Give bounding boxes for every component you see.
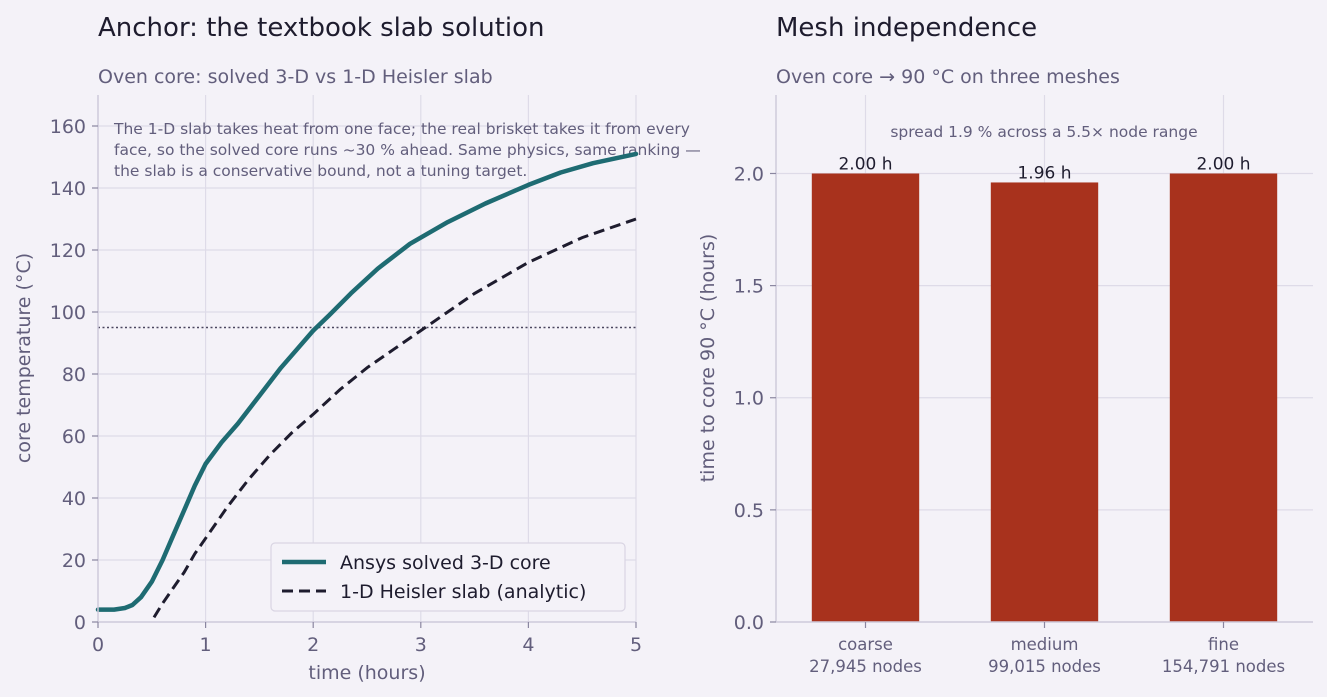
bar-chart-title: Mesh independence xyxy=(776,13,1037,43)
line-chart-title: Anchor: the textbook slab solution xyxy=(98,13,545,43)
line-chart-annotation: The 1-D slab takes heat from one face; t… xyxy=(113,120,701,180)
y-tick-label: 1.5 xyxy=(734,276,764,298)
y-tick-label: 20 xyxy=(62,550,86,572)
y-tick-label: 40 xyxy=(62,488,86,510)
series-line-heisler-1d xyxy=(152,217,637,619)
category-nodes-medium: 99,015 nodes xyxy=(988,657,1101,676)
y-tick-label: 160 xyxy=(50,116,86,138)
line-chart-x-label: time (hours) xyxy=(308,662,425,684)
data-label-fine: 2.00 h xyxy=(1196,154,1250,174)
legend-label-ansys-3d: Ansys solved 3-D core xyxy=(340,552,551,574)
y-tick-label: 60 xyxy=(62,426,86,448)
bar-chart-data-labels: 2.00 h 1.96 h 2.00 h xyxy=(838,154,1250,183)
annotation-line-2: face, so the solved core runs ~30 % ahea… xyxy=(114,141,701,159)
category-label-fine: fine xyxy=(1208,635,1239,654)
bar-coarse xyxy=(811,173,920,622)
data-label-medium: 1.96 h xyxy=(1017,163,1071,183)
line-chart-x-ticks: 0 1 2 3 4 5 xyxy=(92,622,642,656)
legend-label-heisler-1d: 1-D Heisler slab (analytic) xyxy=(340,581,586,603)
bar-fine xyxy=(1169,173,1278,622)
x-tick-label: 1 xyxy=(200,634,212,656)
bar-chart-y-ticks: 0.0 0.5 1.0 1.5 2.0 xyxy=(734,163,776,634)
line-chart-legend: Ansys solved 3-D core 1-D Heisler slab (… xyxy=(270,542,626,612)
annotation-line-1: The 1-D slab takes heat from one face; t… xyxy=(113,120,690,138)
category-label-medium: medium xyxy=(1011,635,1079,654)
line-chart-y-label: core temperature (°C) xyxy=(13,253,35,463)
bar-chart-bars xyxy=(811,173,1278,622)
category-label-coarse: coarse xyxy=(838,635,893,654)
y-tick-label: 1.0 xyxy=(734,388,764,410)
y-tick-label: 80 xyxy=(62,364,86,386)
y-tick-label: 140 xyxy=(50,178,86,200)
y-tick-label: 100 xyxy=(50,302,86,324)
series-line-ansys-3d xyxy=(95,151,639,612)
annotation-line-3: the slab is a conservative bound, not a … xyxy=(114,162,527,180)
category-nodes-fine: 154,791 nodes xyxy=(1162,657,1285,676)
x-tick-label: 3 xyxy=(415,634,427,656)
bar-chart-panel: Mesh independence Oven core → 90 °C on t… xyxy=(697,13,1313,676)
line-chart-axes xyxy=(97,95,636,623)
line-chart-panel: Anchor: the textbook slab solution Oven … xyxy=(13,13,701,684)
bar-chart-y-label: time to core 90 °C (hours) xyxy=(697,234,719,483)
category-nodes-coarse: 27,945 nodes xyxy=(809,657,922,676)
line-chart-subtitle: Oven core: solved 3-D vs 1-D Heisler sla… xyxy=(98,66,493,88)
x-tick-label: 0 xyxy=(92,634,104,656)
x-tick-label: 5 xyxy=(630,634,642,656)
legend-box xyxy=(270,542,626,612)
y-tick-label: 0 xyxy=(74,612,86,634)
x-tick-label: 2 xyxy=(307,634,319,656)
bar-chart-annotation: spread 1.9 % across a 5.5× node range xyxy=(890,123,1197,141)
y-tick-label: 120 xyxy=(50,240,86,262)
line-chart-y-ticks: 0 20 40 60 80 100 120 140 160 xyxy=(50,116,98,634)
data-label-coarse: 2.00 h xyxy=(838,154,892,174)
bar-chart-subtitle: Oven core → 90 °C on three meshes xyxy=(776,66,1120,88)
line-chart-grid xyxy=(97,95,637,623)
y-tick-label: 0.0 xyxy=(734,612,764,634)
y-tick-label: 2.0 xyxy=(734,163,764,185)
x-tick-label: 4 xyxy=(522,634,534,656)
y-tick-label: 0.5 xyxy=(734,500,764,522)
bar-medium xyxy=(990,182,1099,622)
bar-chart-categories: coarse 27,945 nodes medium 99,015 nodes fine… xyxy=(809,622,1285,676)
